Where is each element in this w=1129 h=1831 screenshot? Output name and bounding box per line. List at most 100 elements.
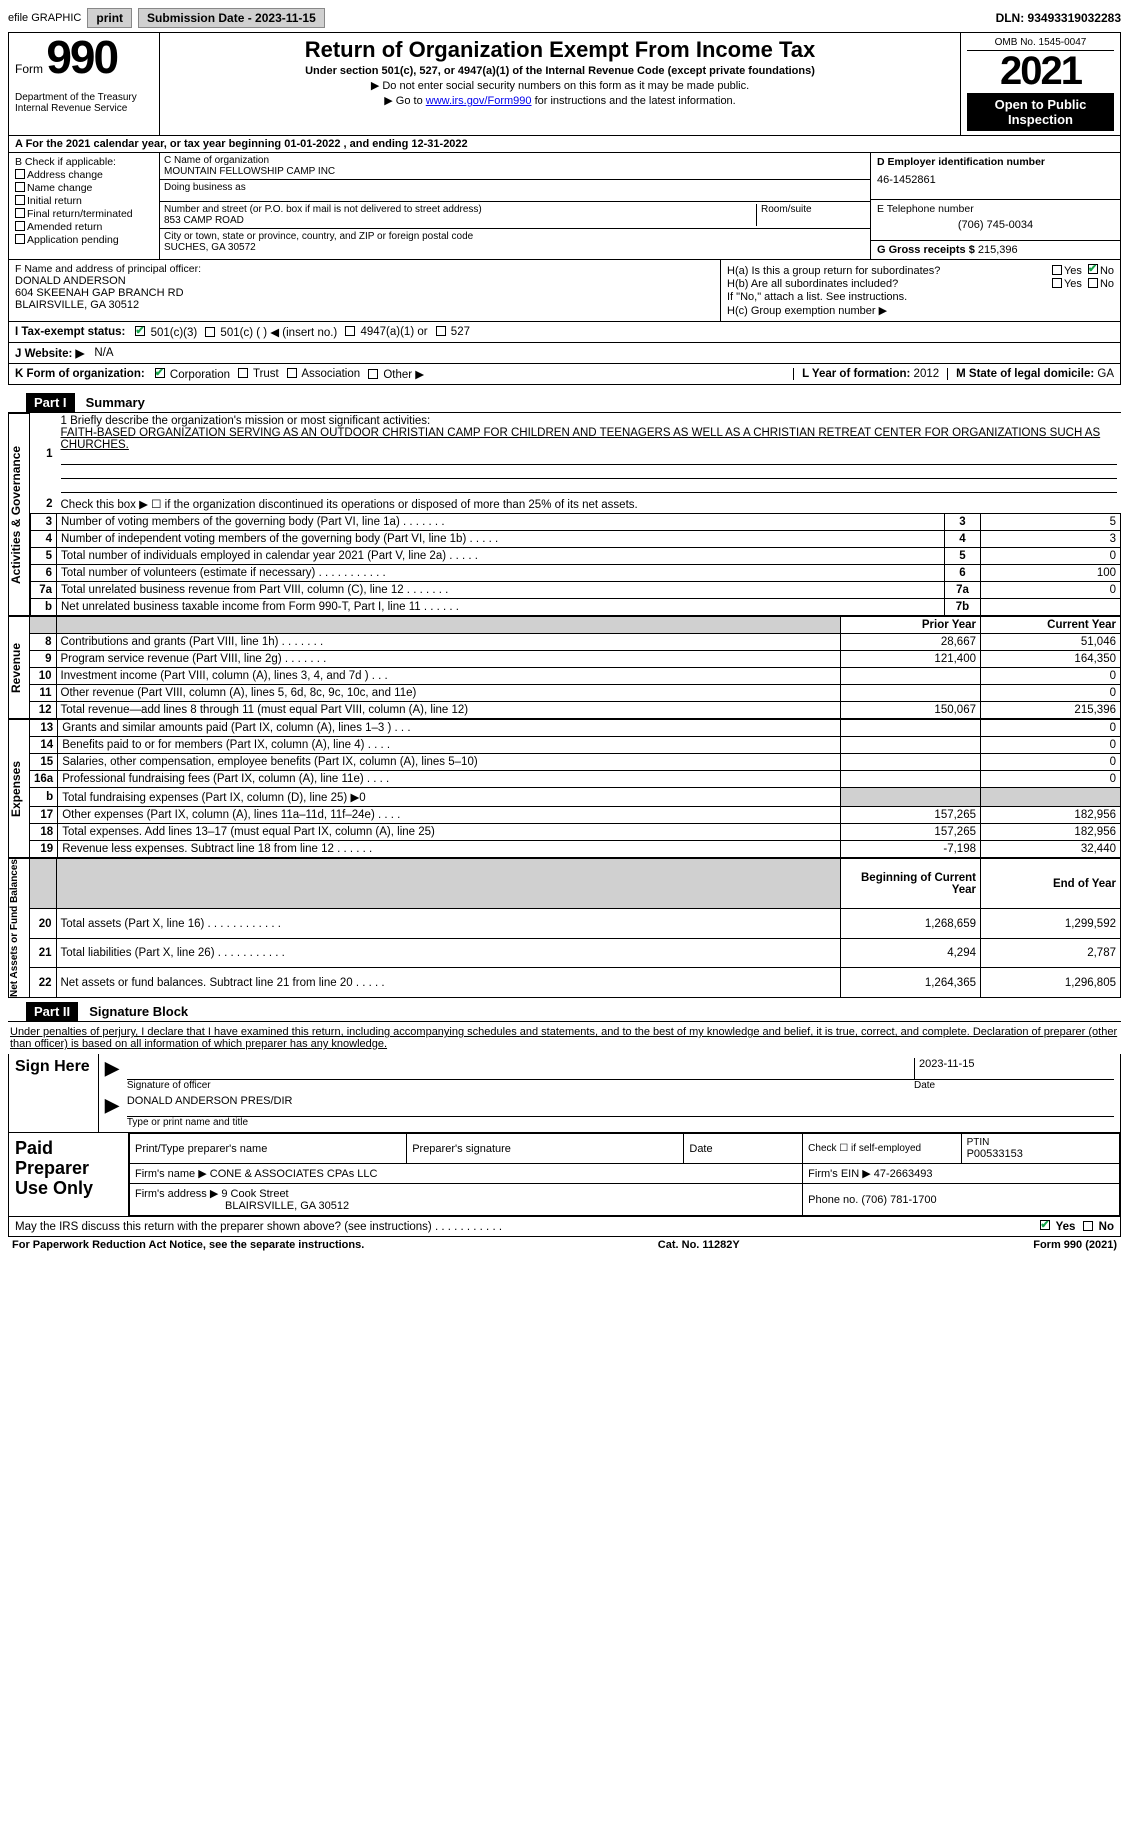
summary-net-assets: Net Assets or Fund Balances Beginning of… [8,858,1121,998]
form-subtitle: Under section 501(c), 527, or 4947(a)(1)… [166,65,954,77]
line-num: 7a [31,582,57,599]
i-501c-ck[interactable] [205,327,215,337]
current-val: 51,046 [981,634,1121,651]
j-val: N/A [94,347,113,359]
mission-lbl: 1 Briefly describe the organization's mi… [61,415,1117,427]
prior-val: 4,294 [841,938,981,968]
a-text-b: , and ending [344,138,412,150]
discuss-yes-ck[interactable] [1040,1220,1050,1230]
line-num: 19 [30,841,58,858]
form-title: Return of Organization Exempt From Incom… [166,37,954,63]
line-num: 13 [30,720,58,737]
ck-amended-return-lbl: Amended return [27,221,102,233]
ha-yes-ck[interactable] [1052,265,1062,275]
discuss-row: May the IRS discuss this return with the… [8,1217,1121,1237]
e-tel: (706) 745-0034 [877,219,1114,231]
ck-final-return-lbl: Final return/terminated [27,208,133,220]
section-f: F Name and address of principal officer:… [9,260,720,321]
k-assoc-ck[interactable] [287,368,297,378]
i-527-lbl: 527 [451,326,470,338]
line-desc: Total unrelated business revenue from Pa… [57,582,945,599]
m-val: GA [1097,368,1114,380]
section-c: C Name of organization MOUNTAIN FELLOWSH… [159,153,870,259]
i-501c3-ck[interactable] [135,326,145,336]
line-box: 3 [945,514,981,531]
prior-val: 121,400 [841,651,981,668]
k-corp-lbl: Corporation [170,369,230,381]
ck-application-pending[interactable]: Application pending [15,234,153,246]
current-val: 0 [981,737,1121,754]
side-net: Net Assets or Fund Balances [8,858,30,998]
summary-expenses: Expenses 13 Grants and similar amounts p… [8,719,1121,858]
f-lbl: F Name and address of principal officer: [15,263,714,275]
current-val: 0 [981,668,1121,685]
side-expenses: Expenses [8,719,30,858]
c-name: MOUNTAIN FELLOWSHIP CAMP INC [164,166,866,177]
header-center: Return of Organization Exempt From Incom… [159,33,960,135]
side-governance: Activities & Governance [8,413,30,616]
line-desc: Benefits paid to or for members (Part IX… [58,737,841,754]
line-num: b [30,788,58,807]
line-desc: Total expenses. Add lines 13–17 (must eq… [58,824,841,841]
ck-final-return[interactable]: Final return/terminated [15,208,153,220]
i-527-ck[interactable] [436,326,446,336]
line-desc: Contributions and grants (Part VIII, lin… [56,634,841,651]
discuss-yes-lbl: Yes [1056,1221,1076,1233]
ck-name-change[interactable]: Name change [15,182,153,194]
sign-here-label: Sign Here [9,1054,99,1132]
prior-val [841,771,981,788]
line-desc: Program service revenue (Part VIII, line… [56,651,841,668]
prior-val [841,685,981,702]
ck-initial-return[interactable]: Initial return [15,195,153,207]
hb-yes-ck[interactable] [1052,278,1062,288]
ck-address-change[interactable]: Address change [15,169,153,181]
sig-officer-lbl: Signature of officer [127,1080,914,1091]
prior-val: 1,268,659 [841,909,981,939]
ck-amended-return[interactable]: Amended return [15,221,153,233]
k-trust-ck[interactable] [238,368,248,378]
print-button[interactable]: print [87,8,132,28]
line-desc: Investment income (Part VIII, column (A)… [56,668,841,685]
line-desc: Professional fundraising fees (Part IX, … [58,771,841,788]
a-begin: 01-01-2022 [284,138,340,150]
a-end: 12-31-2022 [411,138,467,150]
k-corp-ck[interactable] [155,368,165,378]
hdr-beginning: Beginning of Current Year [841,859,981,909]
irs-link[interactable]: www.irs.gov/Form990 [426,95,532,107]
summary-governance: Activities & Governance 1 1 Briefly desc… [8,413,1121,616]
ha-no-ck[interactable] [1088,264,1098,274]
firm-addr2: BLAIRSVILLE, GA 30512 [135,1200,797,1212]
current-val: 215,396 [981,702,1121,719]
current-val: 32,440 [981,841,1121,858]
i-4947-ck[interactable] [345,326,355,336]
line-val: 0 [981,548,1121,565]
ha-no-lbl: No [1100,265,1114,277]
part-ii-tag: Part II [26,1002,78,1021]
submission-date-button[interactable]: Submission Date - 2023-11-15 [138,8,325,28]
ptin: P00533153 [967,1148,1114,1160]
ha-lbl: H(a) Is this a group return for subordin… [727,265,940,277]
dept-irs: Internal Revenue Service [15,103,153,114]
prior-val: -7,198 [841,841,981,858]
line-val: 3 [981,531,1121,548]
line-num: 11 [30,685,56,702]
firm-ein-lbl: Firm's EIN ▶ [808,1168,871,1180]
line-desc: Grants and similar amounts paid (Part IX… [58,720,841,737]
hb-no-ck[interactable] [1088,278,1098,288]
discuss-no-ck[interactable] [1083,1221,1093,1231]
line-val [981,599,1121,616]
k-trust-lbl: Trust [253,368,279,380]
line-val: 100 [981,565,1121,582]
dept-treasury: Department of the Treasury [15,92,153,103]
line-num: 6 [31,565,57,582]
line-desc: Other revenue (Part VIII, column (A), li… [56,685,841,702]
hb-no-lbl: No [1100,278,1114,290]
dln: DLN: 93493319032283 [996,11,1121,25]
header-right: OMB No. 1545-0047 2021 Open to Public In… [960,33,1120,135]
prior-val [841,754,981,771]
efile-label: efile GRAPHIC [8,12,81,24]
k-other-ck[interactable] [368,369,378,379]
line-num: 18 [30,824,58,841]
footer: For Paperwork Reduction Act Notice, see … [8,1237,1121,1253]
summary-revenue: Revenue Prior Year Current Year 8 Contri… [8,616,1121,719]
